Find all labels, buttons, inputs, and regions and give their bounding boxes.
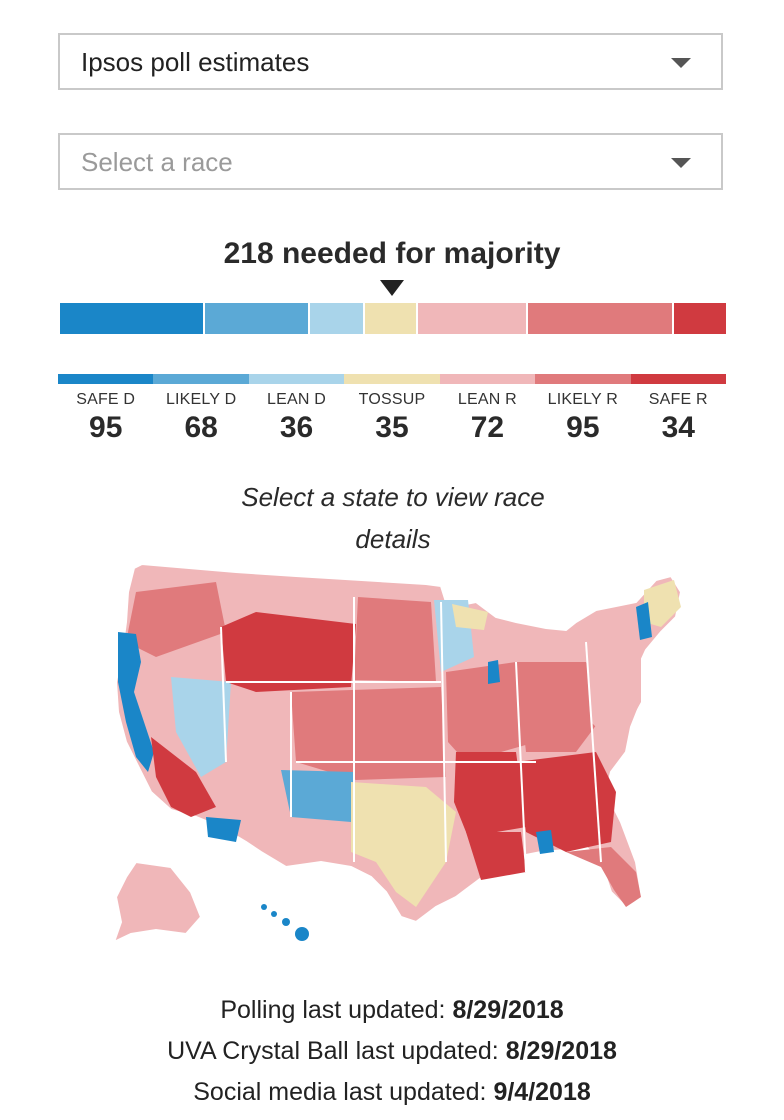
seat-bar-segment-safe-d <box>60 303 204 334</box>
map-region-missouri-arkansas[interactable] <box>454 752 526 837</box>
social-media-update: Social media last updated: 9/4/2018 <box>193 1078 591 1106</box>
map-region-west-coast[interactable] <box>118 632 154 772</box>
map-region-dakotas[interactable] <box>354 597 436 682</box>
legend-category-label: LIKELY R <box>547 391 619 408</box>
map-region-southeast[interactable] <box>516 752 616 852</box>
legend-category-label: LEAN D <box>267 391 327 408</box>
legend-seat-count: 36 <box>279 411 314 444</box>
poll-source-select[interactable]: Ipsos poll estimates <box>58 33 723 90</box>
race-select-placeholder: Select a race <box>81 147 233 177</box>
map-region-northwest[interactable] <box>126 582 226 657</box>
map-region-idaho-wyoming[interactable] <box>221 612 356 692</box>
seat-distribution-bar <box>60 303 726 334</box>
map-region-illinois-chicago[interactable] <box>488 660 500 684</box>
map-region-midwest[interactable] <box>446 662 536 762</box>
legend-seat-count: 72 <box>470 411 505 444</box>
map-region-atlanta[interactable] <box>536 830 554 854</box>
crystal-ball-update: UVA Crystal Ball last updated: 8/29/2018 <box>167 1037 617 1065</box>
legend-category-label: SAFE R <box>648 391 708 408</box>
legend-category-label: LIKELY D <box>165 391 237 408</box>
chevron-down-icon <box>671 158 691 168</box>
map-region-mid-atlantic[interactable] <box>586 632 641 747</box>
map-region-arizona-south[interactable] <box>206 817 241 842</box>
legend-seat-count: 95 <box>566 411 600 444</box>
chevron-down-icon <box>671 58 691 68</box>
legend-swatch <box>344 374 440 384</box>
majority-marker-icon <box>380 280 404 296</box>
legend-swatch <box>58 374 154 384</box>
poll-source-value: Ipsos poll estimates <box>81 47 310 77</box>
map-region-wisconsin[interactable] <box>452 604 488 630</box>
legend-item-lean-d: LEAN D 36 <box>248 374 345 445</box>
legend-item-lean-r: LEAN R 72 <box>439 374 536 445</box>
map-region-alaska[interactable] <box>112 860 203 944</box>
legend-seat-count: 95 <box>89 411 123 444</box>
seat-bar-segment-lean-d <box>309 303 363 334</box>
map-region-louisiana[interactable] <box>466 832 526 880</box>
map-region-hawaii[interactable] <box>261 904 309 941</box>
polling-update: Polling last updated: 8/29/2018 <box>220 996 564 1024</box>
legend-swatch <box>248 374 345 384</box>
seat-bar-segment-tossup <box>364 303 417 334</box>
state-borders <box>220 597 602 873</box>
map-prompt: Select a state to view race details <box>241 482 545 554</box>
legend-item-safe-r: SAFE R 34 <box>630 374 726 445</box>
map-region-great-plains[interactable] <box>291 687 446 780</box>
majority-label: 218 needed for majority <box>223 237 561 270</box>
legend-swatch <box>439 374 536 384</box>
us-house-district-map[interactable] <box>96 562 688 962</box>
legend-category-label: LEAN R <box>457 391 517 408</box>
legend-seat-count: 35 <box>375 411 409 444</box>
legend-item-safe-d: SAFE D 95 <box>58 374 154 445</box>
legend-category-label: TOSSUP <box>358 391 426 408</box>
map-region-vermont[interactable] <box>636 602 652 640</box>
legend-item-tossup: TOSSUP 35 <box>344 374 440 445</box>
map-region-nevada[interactable] <box>171 677 231 777</box>
map-region-new-england[interactable] <box>644 580 681 627</box>
map-region-florida[interactable] <box>566 847 641 907</box>
legend-swatch <box>630 374 726 384</box>
seat-bar-segment-likely-d <box>205 303 308 334</box>
map-region-southern-california[interactable] <box>151 737 216 817</box>
map-region-ohio-valley[interactable] <box>516 662 606 752</box>
legend-swatch <box>153 374 249 384</box>
map-region-texas[interactable] <box>351 782 456 907</box>
legend-category-label: SAFE D <box>76 391 136 408</box>
legend-swatch <box>535 374 631 384</box>
update-info: Polling last updated: 8/29/2018 UVA Crys… <box>0 990 784 1113</box>
map-region-new-mexico[interactable] <box>281 770 354 822</box>
legend-item-likely-r: LIKELY R 95 <box>535 374 631 445</box>
legend-seat-count: 34 <box>661 411 695 444</box>
seat-bar-segment-safe-r <box>673 303 726 334</box>
legend-item-likely-d: LIKELY D 68 <box>153 374 249 445</box>
legend-seat-count: 68 <box>184 411 218 444</box>
seat-bar-segment-lean-r <box>418 303 527 334</box>
seat-bar-segment-likely-r <box>528 303 672 334</box>
race-select[interactable]: Select a race <box>58 133 723 190</box>
